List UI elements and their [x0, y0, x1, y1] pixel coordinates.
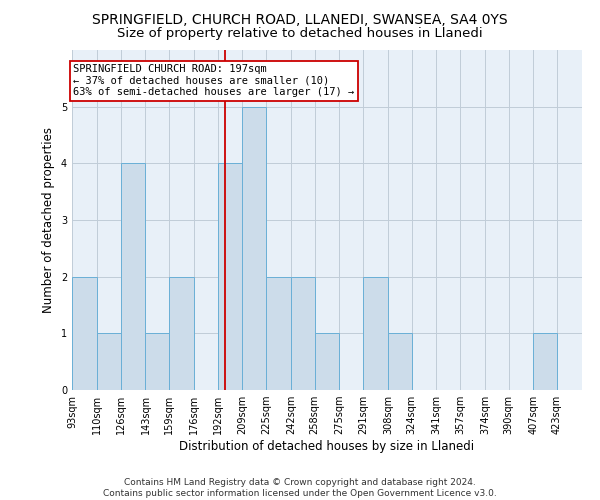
- Y-axis label: Number of detached properties: Number of detached properties: [43, 127, 55, 313]
- Bar: [121, 164, 145, 390]
- Text: SPRINGFIELD CHURCH ROAD: 197sqm
← 37% of detached houses are smaller (10)
63% of: SPRINGFIELD CHURCH ROAD: 197sqm ← 37% of…: [73, 64, 355, 98]
- Bar: [242, 106, 266, 390]
- Bar: [145, 334, 169, 390]
- Bar: [314, 334, 340, 390]
- Bar: [218, 164, 242, 390]
- Bar: [72, 276, 97, 390]
- Bar: [388, 334, 412, 390]
- X-axis label: Distribution of detached houses by size in Llanedi: Distribution of detached houses by size …: [179, 440, 475, 453]
- Text: SPRINGFIELD, CHURCH ROAD, LLANEDI, SWANSEA, SA4 0YS: SPRINGFIELD, CHURCH ROAD, LLANEDI, SWANS…: [92, 12, 508, 26]
- Bar: [169, 276, 194, 390]
- Text: Size of property relative to detached houses in Llanedi: Size of property relative to detached ho…: [117, 28, 483, 40]
- Bar: [363, 276, 388, 390]
- Text: Contains HM Land Registry data © Crown copyright and database right 2024.
Contai: Contains HM Land Registry data © Crown c…: [103, 478, 497, 498]
- Bar: [533, 334, 557, 390]
- Bar: [266, 276, 291, 390]
- Bar: [291, 276, 314, 390]
- Bar: [97, 334, 121, 390]
